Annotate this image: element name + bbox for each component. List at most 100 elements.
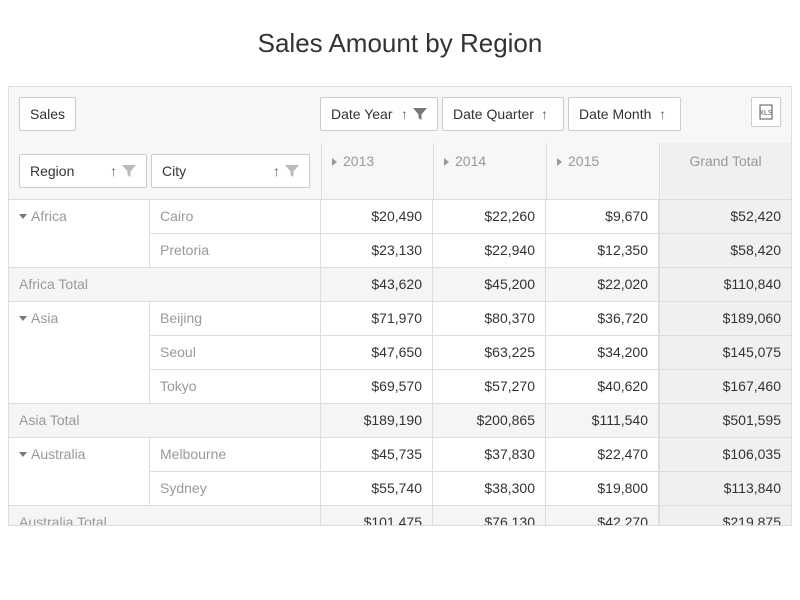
sort-ascending-icon[interactable]: ↑ [659, 106, 666, 122]
table-row: Pretoria $23,130 $22,940 $12,350 $58,420 [9, 234, 791, 268]
row-field-label: City [162, 163, 187, 179]
collapse-triangle-icon[interactable] [19, 316, 27, 321]
city-cell: Melbourne [150, 438, 321, 471]
sort-ascending-icon[interactable]: ↑ [110, 163, 117, 179]
excel-export-button[interactable]: XLS [751, 97, 781, 127]
value-cell: $22,020 [546, 268, 659, 301]
grand-total-header: Grand Total [659, 143, 791, 199]
city-cell: Sydney [150, 472, 321, 505]
filter-icon[interactable] [413, 107, 427, 121]
grand-total-cell: $58,420 [659, 234, 791, 267]
value-cell: $37,830 [433, 438, 546, 471]
value-cell: $57,270 [433, 370, 546, 403]
value-cell: $63,225 [433, 336, 546, 369]
pivot-grid: Sales Date Year ↑ Date Quarter ↑ Date Mo… [8, 86, 792, 526]
table-row: Tokyo $69,570 $57,270 $40,620 $167,460 [9, 370, 791, 404]
value-cell: $47,650 [321, 336, 433, 369]
value-cell: $23,130 [321, 234, 433, 267]
city-cell: Seoul [150, 336, 321, 369]
value-cell: $80,370 [433, 302, 546, 335]
value-cell: $20,490 [321, 200, 433, 233]
total-row: Africa Total $43,620 $45,200 $22,020 $110,84… [9, 268, 791, 302]
value-cell: $101,475 [321, 506, 433, 525]
value-cell: $45,735 [321, 438, 433, 471]
value-cell: $189,190 [321, 404, 433, 437]
grand-total-cell: $110,840 [659, 268, 791, 301]
value-cell: $38,300 [433, 472, 546, 505]
row-field-region[interactable]: Region ↑ [19, 154, 147, 188]
year-label: 2013 [343, 153, 375, 169]
value-cell: $55,740 [321, 472, 433, 505]
value-cell: $22,470 [546, 438, 659, 471]
table-row: Sydney $55,740 $38,300 $19,800 $113,840 [9, 472, 791, 506]
total-label: Asia Total [9, 404, 321, 437]
column-field-label: Date Quarter [453, 106, 534, 122]
value-cell: $22,260 [433, 200, 546, 233]
collapse-triangle-icon[interactable] [19, 214, 27, 219]
value-cell: $71,970 [321, 302, 433, 335]
table-row: Cairo $20,490 $22,260 $9,670 $52,420 [9, 200, 791, 234]
column-header-2014[interactable]: 2014 [433, 143, 546, 199]
table-row: Melbourne $45,735 $37,830 $22,470 $106,035 [9, 438, 791, 472]
column-field-label: Date Month [579, 106, 652, 122]
value-cell: $69,570 [321, 370, 433, 403]
row-field-city[interactable]: City ↑ [151, 154, 310, 188]
expand-triangle-icon[interactable] [557, 158, 562, 166]
grand-total-cell: $167,460 [659, 370, 791, 403]
collapse-triangle-icon[interactable] [19, 452, 27, 457]
city-cell: Tokyo [150, 370, 321, 403]
column-field-date-quarter[interactable]: Date Quarter ↑ [442, 97, 564, 131]
data-field-sales[interactable]: Sales [19, 97, 76, 131]
grand-total-cell: $52,420 [659, 200, 791, 233]
grand-total-cell: $189,060 [659, 302, 791, 335]
grand-total-cell: $145,075 [659, 336, 791, 369]
sort-ascending-icon[interactable]: ↑ [401, 106, 408, 122]
grand-total-cell: $113,840 [659, 472, 791, 505]
value-cell: $200,865 [433, 404, 546, 437]
svg-text:XLS: XLS [759, 110, 773, 117]
region-cell: Australia [9, 438, 150, 506]
column-header-2013[interactable]: 2013 [321, 143, 433, 199]
total-row: Asia Total $189,190 $200,865 $111,540 $501,5… [9, 404, 791, 438]
value-cell: $111,540 [546, 404, 659, 437]
city-cell: Cairo [150, 200, 321, 233]
table-row: Seoul $47,650 $63,225 $34,200 $145,075 [9, 336, 791, 370]
value-cell: $34,200 [546, 336, 659, 369]
header-divider [9, 199, 791, 200]
region-cell: Africa [9, 200, 150, 268]
column-field-date-month[interactable]: Date Month ↑ [568, 97, 681, 131]
value-cell: $12,350 [546, 234, 659, 267]
total-row: Australia Total $101,475 $76,130 $42,270 $21… [9, 506, 791, 525]
value-cell: $43,620 [321, 268, 433, 301]
value-cell: $36,720 [546, 302, 659, 335]
grand-total-cell: $219,875 [659, 506, 791, 525]
city-cell: Pretoria [150, 234, 321, 267]
pivot-header: Sales Date Year ↑ Date Quarter ↑ Date Mo… [9, 87, 791, 200]
value-cell: $45,200 [433, 268, 546, 301]
region-cell: Asia [9, 302, 150, 404]
year-label: 2015 [568, 153, 600, 169]
grand-total-cell: $501,595 [659, 404, 791, 437]
region-label: Australia [31, 446, 86, 462]
data-field-label: Sales [30, 106, 66, 122]
region-label: Africa [31, 208, 67, 224]
column-header-2015[interactable]: 2015 [546, 143, 659, 199]
sort-ascending-icon[interactable]: ↑ [273, 163, 280, 179]
filter-icon[interactable] [122, 164, 136, 178]
excel-export-icon: XLS [759, 104, 773, 120]
value-cell: $19,800 [546, 472, 659, 505]
table-row: Beijing $71,970 $80,370 $36,720 $189,060 [9, 302, 791, 336]
value-cell: $42,270 [546, 506, 659, 525]
total-label: Africa Total [9, 268, 321, 301]
sort-ascending-icon[interactable]: ↑ [541, 106, 548, 122]
expand-triangle-icon[interactable] [332, 158, 337, 166]
column-field-label: Date Year [331, 106, 393, 122]
column-field-date-year[interactable]: Date Year ↑ [320, 97, 438, 131]
expand-triangle-icon[interactable] [444, 158, 449, 166]
value-cell: $9,670 [546, 200, 659, 233]
total-label: Australia Total [9, 506, 321, 525]
filter-icon[interactable] [285, 164, 299, 178]
grand-total-cell: $106,035 [659, 438, 791, 471]
page-title: Sales Amount by Region [257, 28, 543, 58]
row-field-label: Region [30, 163, 75, 179]
